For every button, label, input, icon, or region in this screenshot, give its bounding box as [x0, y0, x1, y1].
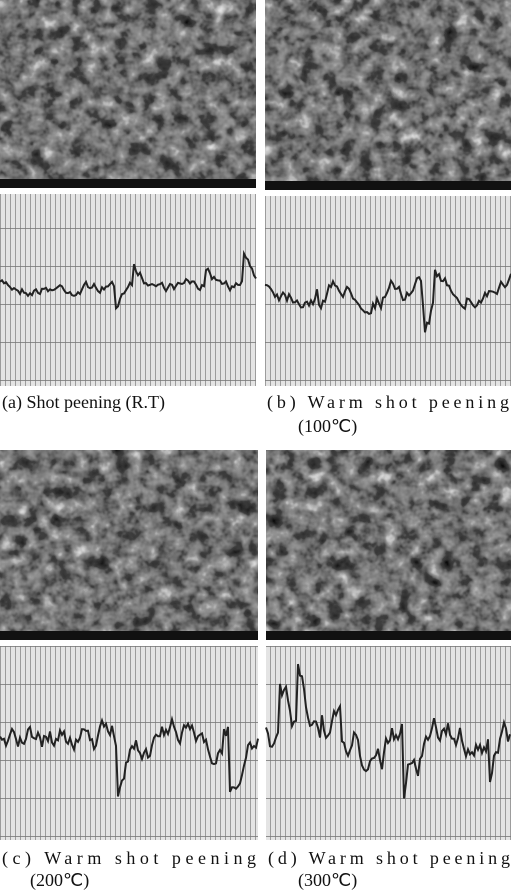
sem-image: [265, 0, 511, 190]
scale-bar-strip: [266, 631, 511, 640]
scale-bar-strip: [0, 631, 258, 640]
caption: (b) Warm shot peening: [267, 392, 509, 413]
sem-image: [0, 0, 256, 188]
caption: (c) Warm shot peening: [2, 848, 256, 869]
profile-trace: [0, 715, 259, 797]
sem-image: [0, 450, 258, 640]
profile-trace: [0, 249, 257, 311]
scale-bar-strip: [0, 179, 256, 188]
profile-image: [0, 194, 256, 386]
caption: (300℃): [298, 870, 357, 890]
caption: (200℃): [30, 870, 89, 890]
profile-trace: [265, 663, 511, 799]
profile-trace: [264, 269, 511, 333]
sem-image: [266, 450, 511, 640]
panels: [0, 0, 511, 840]
scale-bar-strip: [265, 181, 511, 190]
caption: (100℃): [298, 416, 357, 437]
caption: (a) Shot peening (R.T): [2, 392, 165, 413]
profile-image: [0, 646, 258, 840]
caption: (d) Warm shot peening: [268, 848, 510, 869]
